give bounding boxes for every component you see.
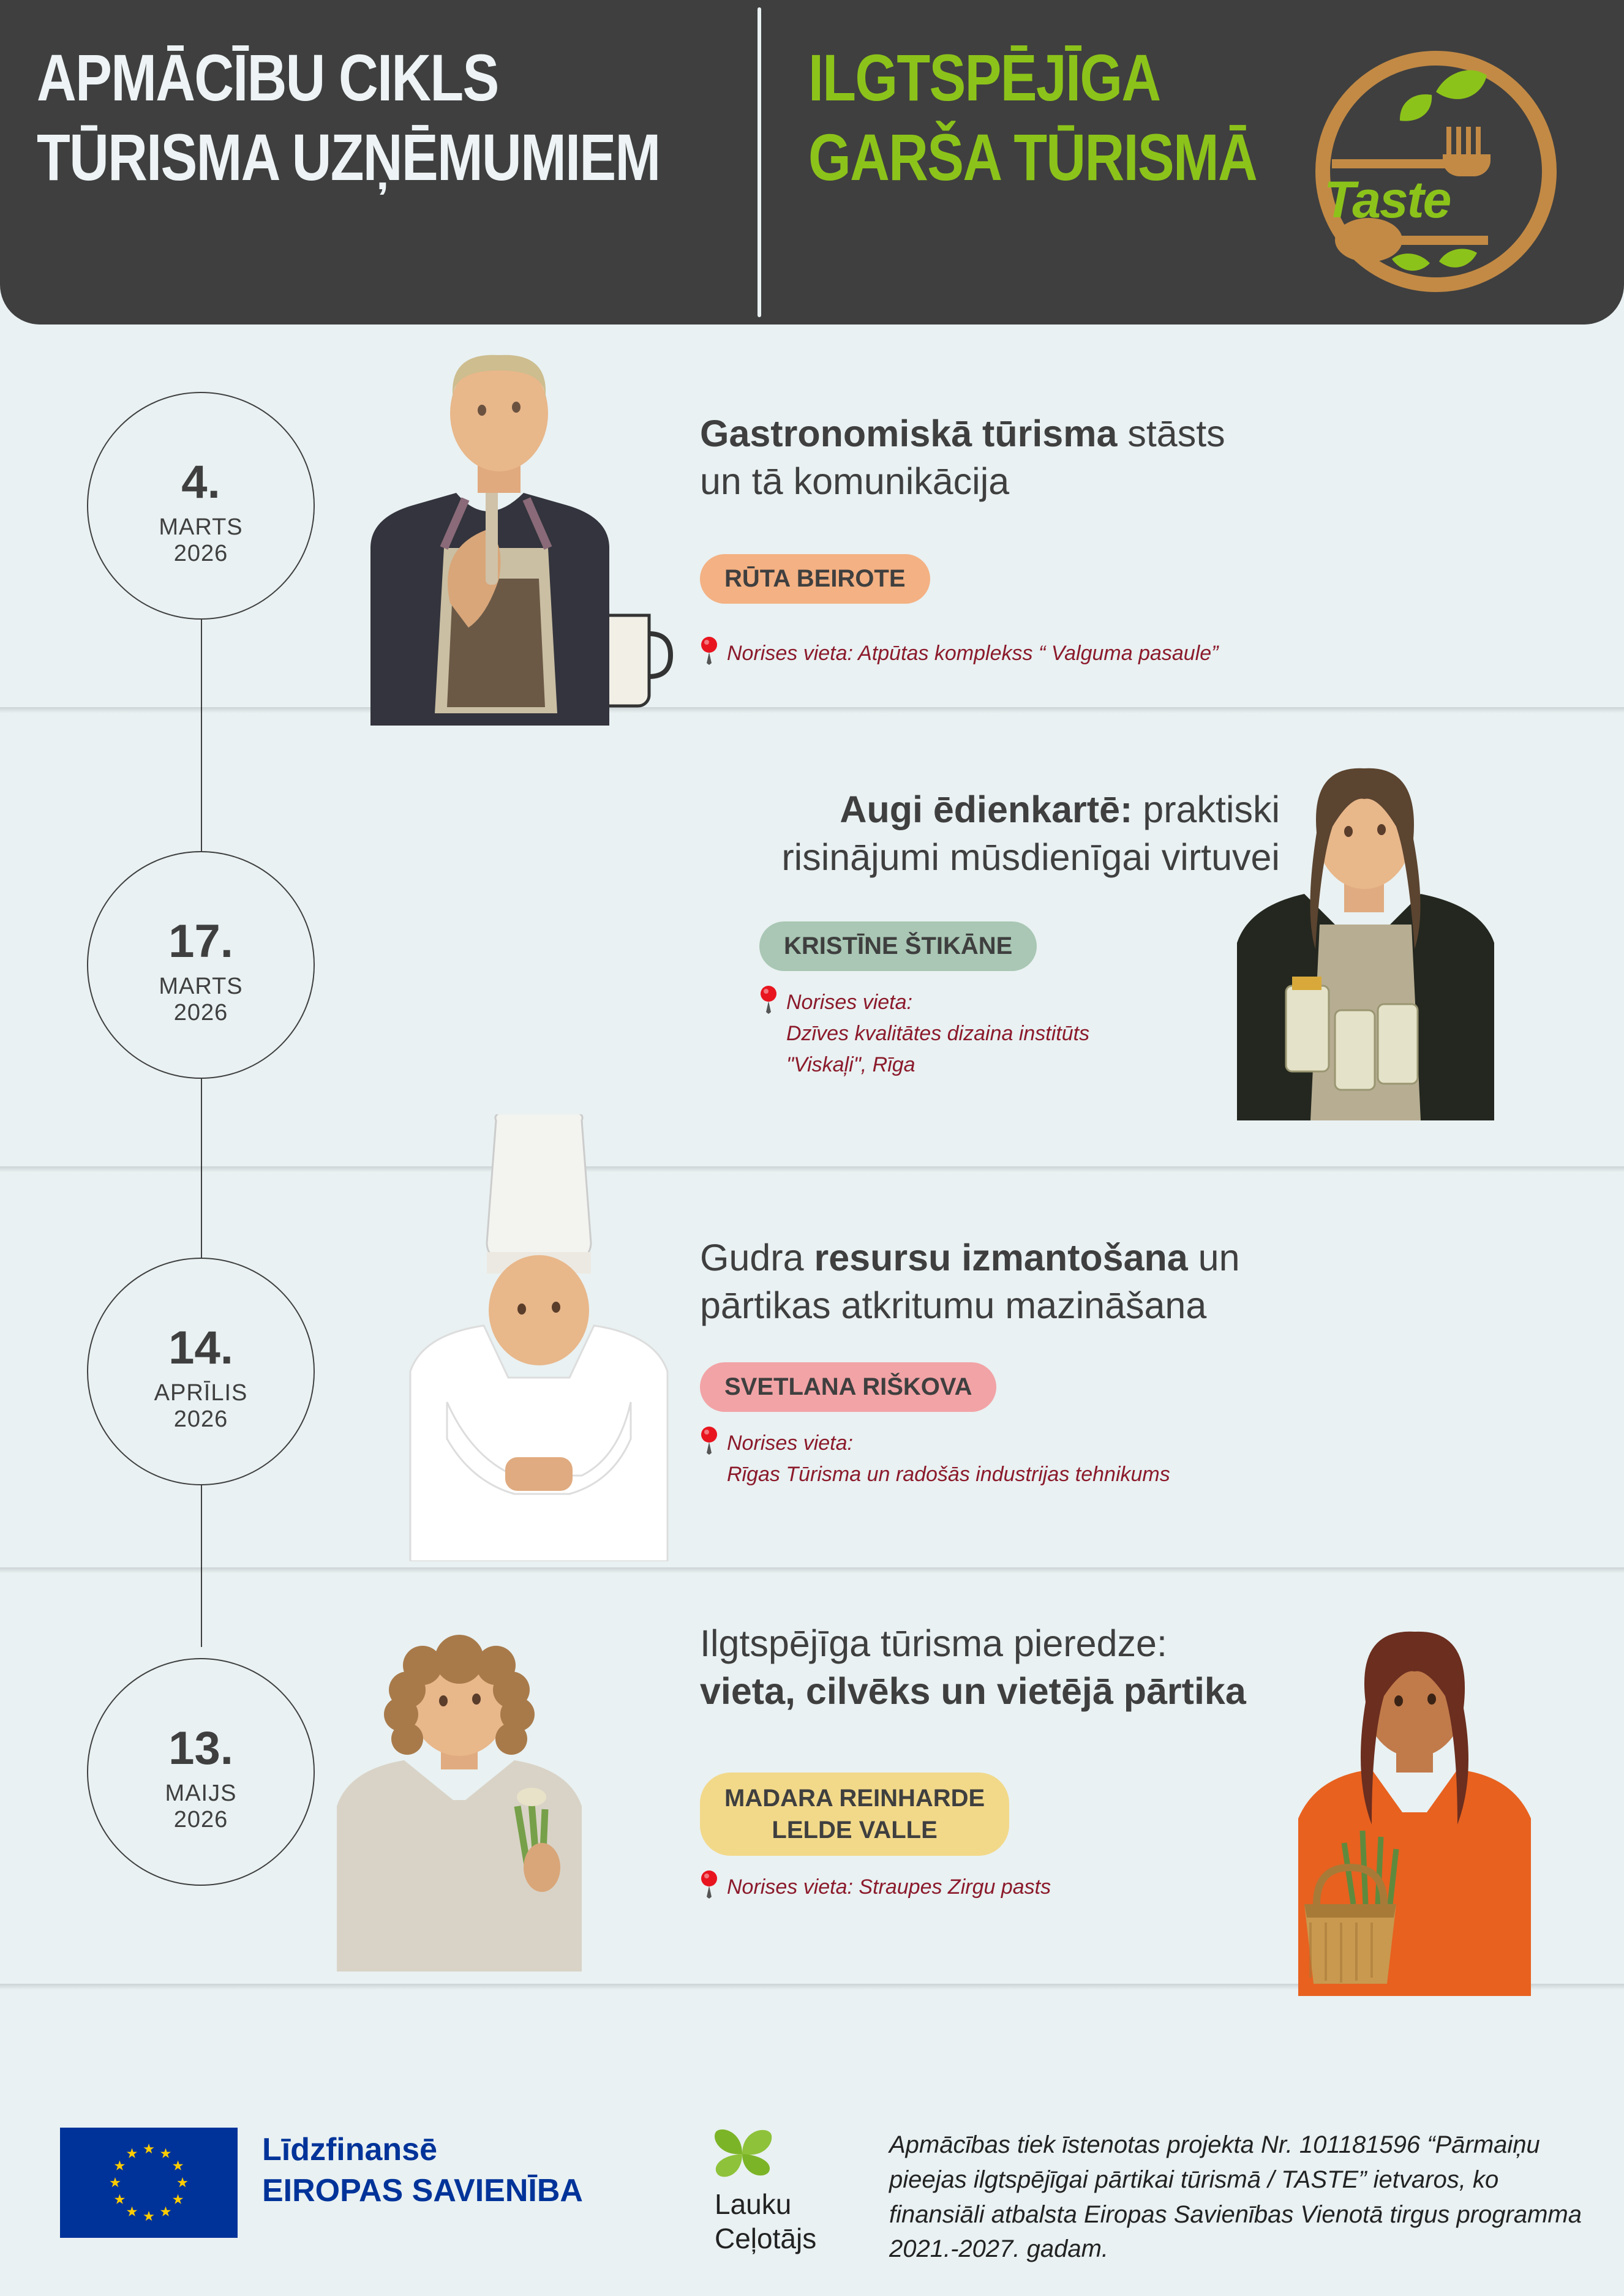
svg-text:Taste: Taste	[1324, 171, 1451, 228]
